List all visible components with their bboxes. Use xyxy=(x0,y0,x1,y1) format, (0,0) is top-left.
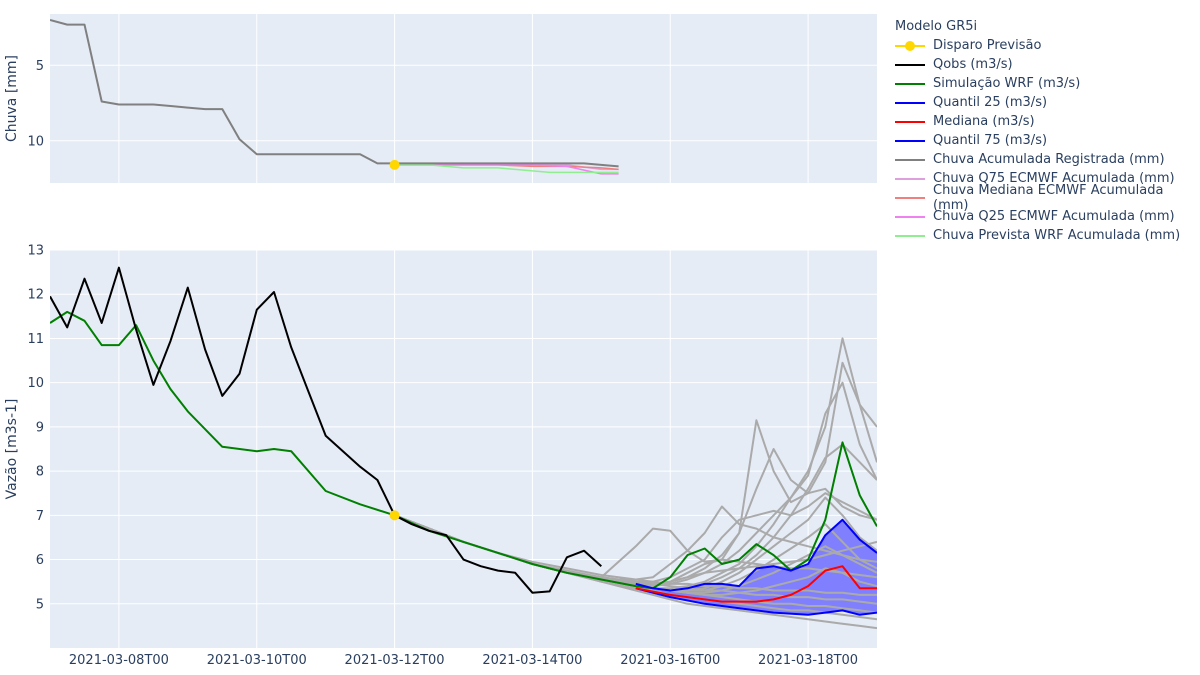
legend-item-label: Chuva Mediana ECMWF Acumulada (mm) xyxy=(933,182,1164,213)
y-tick-label: 10 xyxy=(27,134,44,149)
legend-item-label: Chuva Acumulada Registrada (mm) xyxy=(933,152,1165,167)
legend-swatch xyxy=(895,40,925,51)
y-tick-label: 7 xyxy=(36,509,44,524)
qobs-line xyxy=(50,266,602,594)
legend-item[interactable]: Mediana (m3/s) xyxy=(895,112,1200,131)
legend-item-label: Quantil 75 (m3/s) xyxy=(933,133,1048,148)
x-tick-label: 2021-03-16T00 xyxy=(620,653,720,668)
legend-item-label: Qobs (m3/s) xyxy=(933,57,1013,72)
plot-background xyxy=(50,14,877,183)
legend-swatch-marker xyxy=(905,40,915,51)
x-tick-label: 2021-03-14T00 xyxy=(482,653,582,668)
legend-item[interactable]: Disparo Previsão xyxy=(895,36,1200,55)
legend: Modelo GR5i Disparo Previsão Qobs (m3/s) S… xyxy=(895,17,1200,245)
legend-swatch xyxy=(895,63,925,66)
mediana-line xyxy=(635,565,877,603)
legend-item[interactable]: Chuva Mediana ECMWF Acumulada (mm) xyxy=(895,183,1200,213)
rain-panel: 5 10 Chuva [mm] xyxy=(4,14,877,183)
y-tick-label: 9 xyxy=(36,420,44,435)
rain-observed-line xyxy=(50,19,619,168)
y-tick-label: 10 xyxy=(27,376,44,391)
legend-item[interactable]: Chuva Acumulada Registrada (mm) xyxy=(895,150,1200,169)
x-tick-label: 2021-03-08T00 xyxy=(69,653,169,668)
legend-swatch xyxy=(895,82,925,85)
legend-item-label: Chuva Prevista WRF Acumulada (mm) xyxy=(933,228,1181,243)
y-tick-label: 13 xyxy=(27,244,44,259)
rain-forecast-line xyxy=(394,164,619,174)
y-tick-label: 5 xyxy=(36,59,44,74)
legend-item-label: Quantil 25 (m3/s) xyxy=(933,95,1048,110)
legend-swatch xyxy=(895,101,925,104)
legend-item[interactable]: Chuva Q75 ECMWF Acumulada (mm) xyxy=(895,169,1200,188)
y-tick-label: 5 xyxy=(36,597,44,612)
legend-swatch xyxy=(895,139,925,142)
ensemble-member-line xyxy=(394,514,877,596)
legend-item-label: Chuva Q25 ECMWF Acumulada (mm) xyxy=(933,209,1175,224)
legend-item[interactable]: Simulação WRF (m3/s) xyxy=(895,74,1200,93)
x-tick-label: 2021-03-12T00 xyxy=(345,653,445,668)
legend-swatch xyxy=(895,177,925,180)
legend-item-label: Simulação WRF (m3/s) xyxy=(933,76,1081,91)
y-tick-label: 6 xyxy=(36,553,44,568)
flow-panel: 5 6 7 8 9 10 11 12 13 Vazão [m3s-1] 2021-03-08T00 2… xyxy=(4,244,877,668)
y-tick-label: 12 xyxy=(27,288,44,303)
legend-item[interactable]: Quantil 25 (m3/s) xyxy=(895,93,1200,112)
y-axis-title: Vazão [m3s-1] xyxy=(4,399,20,500)
legend-item-label: Chuva Q75 ECMWF Acumulada (mm) xyxy=(933,171,1175,186)
disparo-marker xyxy=(389,159,400,170)
simulacao-wrf-line xyxy=(50,310,877,590)
x-tick-label: 2021-03-10T00 xyxy=(207,653,307,668)
legend-title: Modelo GR5i xyxy=(895,19,978,34)
legend-swatch xyxy=(895,120,925,123)
disparo-marker xyxy=(389,510,400,521)
legend-item-label: Mediana (m3/s) xyxy=(933,114,1035,129)
legend-item[interactable]: Chuva Q25 ECMWF Acumulada (mm) xyxy=(895,207,1200,226)
x-tick-label: 2021-03-18T00 xyxy=(758,653,858,668)
quantil-25-line xyxy=(635,587,877,616)
legend-item-label: Disparo Previsão xyxy=(933,38,1042,53)
y-tick-label: 11 xyxy=(27,332,44,347)
y-tick-label: 8 xyxy=(36,465,44,480)
legend-swatch xyxy=(895,196,925,199)
legend-swatch xyxy=(895,215,925,218)
legend-swatch xyxy=(895,158,925,161)
legend-item[interactable]: Quantil 75 (m3/s) xyxy=(895,131,1200,150)
y-axis-title: Chuva [mm] xyxy=(4,55,20,142)
quantil-75-line xyxy=(635,518,877,592)
legend-swatch xyxy=(895,234,925,237)
plot-background xyxy=(50,250,877,648)
legend-item[interactable]: Chuva Prevista WRF Acumulada (mm) xyxy=(895,226,1200,245)
legend-item[interactable]: Qobs (m3/s) xyxy=(895,55,1200,74)
